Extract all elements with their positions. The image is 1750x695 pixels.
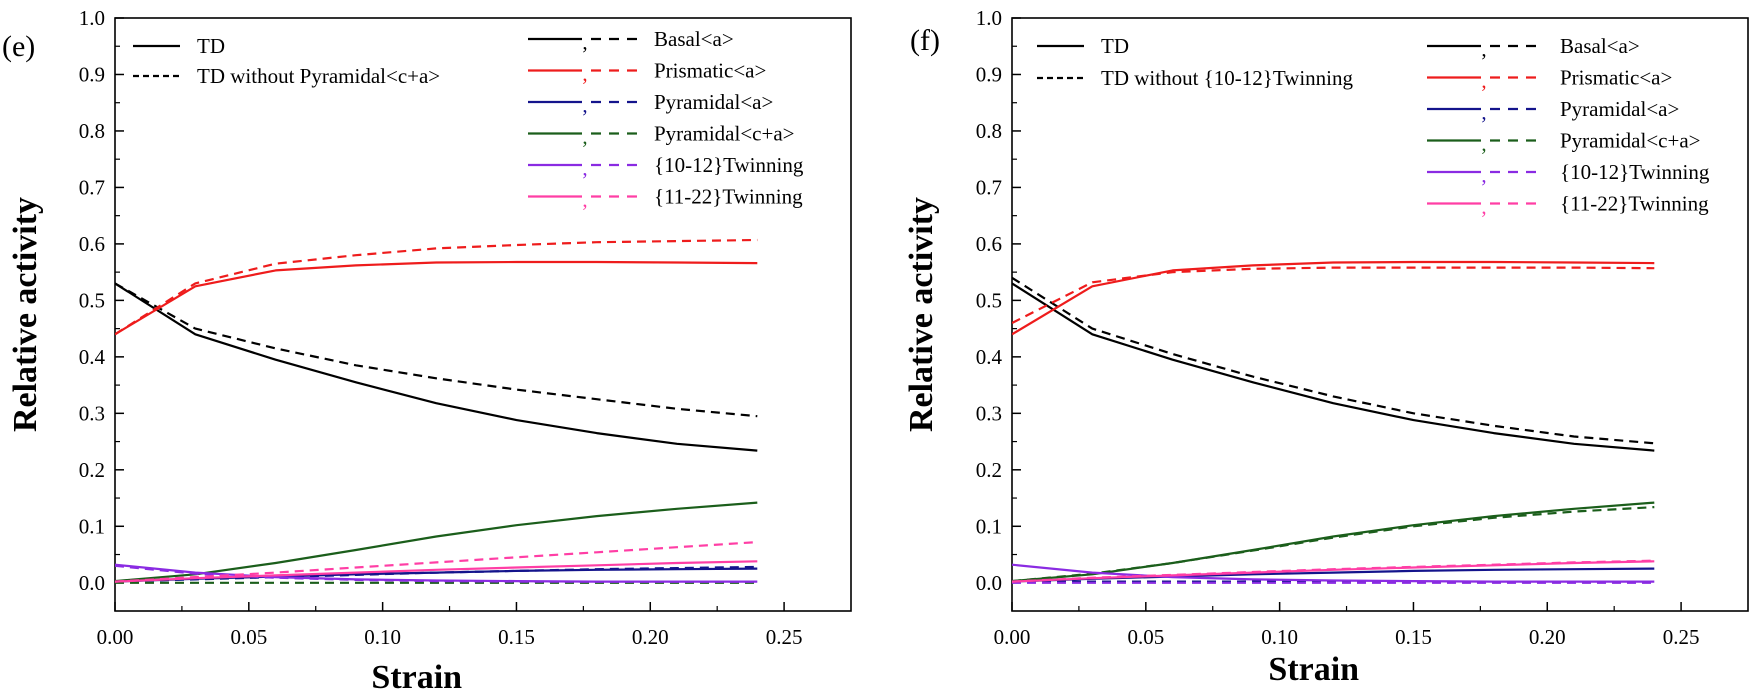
series-line — [115, 282, 758, 418]
x-tick-label: 0.20 — [632, 625, 669, 649]
style-legend-label: TD without Pyramidal<c+a> — [197, 64, 440, 88]
mode-legend-label: {11-22}Twinning — [654, 185, 803, 209]
series-line — [1012, 276, 1655, 445]
x-tick-label: 0.20 — [1529, 625, 1566, 649]
y-tick-label: 0.2 — [976, 458, 1002, 482]
style-legend-label: TD — [197, 34, 225, 58]
y-tick-label: 0.1 — [79, 514, 105, 538]
plot-frame — [1011, 17, 1749, 612]
y-tick-label: 0.7 — [976, 175, 1002, 199]
series-line — [115, 560, 758, 583]
mode-legend-separator: , — [1481, 163, 1486, 187]
series-line — [115, 501, 758, 583]
y-axis-title: Relative activity — [903, 197, 940, 432]
series-line — [1012, 266, 1655, 324]
mode-legend-separator: , — [1481, 69, 1486, 93]
y-tick-label: 1.0 — [79, 6, 105, 30]
y-tick-label: 0.0 — [79, 571, 105, 595]
mode-legend-separator: , — [582, 93, 587, 117]
x-tick-label: 0.00 — [994, 625, 1031, 649]
x-tick-label: 0.25 — [1663, 625, 1700, 649]
mode-legend-separator: , — [582, 30, 587, 54]
x-tick-label: 0.05 — [230, 625, 267, 649]
chart-panel-f: 0.0 0.1 0.2 0.3 0.4 0.5 0.6 0.7 0.8 0.9 1.0 0.00 0.0… — [903, 6, 1749, 688]
mode-legend-label: Basal<a> — [654, 27, 734, 51]
x-tick-label: 0.15 — [1395, 625, 1432, 649]
mode-legend-label: Pyramidal<a> — [654, 90, 773, 114]
y-tick-label: 0.9 — [976, 62, 1002, 86]
mode-legend-separator: , — [582, 156, 587, 180]
series-line — [115, 238, 758, 336]
mode-legend-separator: , — [1481, 37, 1486, 61]
mode-legend-label: {10-12}Twinning — [1560, 160, 1710, 184]
y-tick-label: 0.4 — [976, 345, 1003, 369]
series-line — [1012, 282, 1655, 452]
y-tick-label: 0.3 — [79, 401, 105, 425]
mode-legend-label: {11-22}Twinning — [1560, 192, 1709, 216]
y-tick-label: 0.6 — [79, 232, 105, 256]
style-legend-label: TD without {10-12}Twinning — [1101, 66, 1354, 90]
y-tick-label: 0.8 — [79, 119, 105, 143]
x-tick-label: 0.10 — [1261, 625, 1298, 649]
mode-legend-label: Pyramidal<a> — [1560, 97, 1679, 121]
series-line — [115, 565, 758, 583]
style-legend-label: TD — [1101, 34, 1129, 58]
y-tick-label: 0.7 — [79, 175, 105, 199]
mode-legend-separator: , — [582, 125, 587, 149]
y-tick-label: 0.5 — [79, 288, 105, 312]
y-tick-label: 0.9 — [79, 62, 105, 86]
mode-legend-label: Prismatic<a> — [1560, 66, 1672, 90]
chart-panel-e: 0.0 0.1 0.2 0.3 0.4 0.5 0.6 0.7 0.8 0.9 1.0 0.00 0.0… — [2, 6, 852, 695]
mode-legend-label: Pyramidal<c+a> — [1560, 129, 1701, 153]
y-tick-label: 0.3 — [976, 401, 1002, 425]
mode-legend-label: {10-12}Twinning — [654, 153, 804, 177]
panel-label: (f) — [910, 24, 940, 57]
mode-legend-label: Basal<a> — [1560, 34, 1640, 58]
mode-legend-separator: , — [1481, 132, 1486, 156]
mode-legend-separator: , — [1481, 100, 1486, 124]
y-tick-label: 0.0 — [976, 571, 1002, 595]
y-axis-title: Relative activity — [7, 197, 44, 432]
mode-legend-separator: , — [1481, 195, 1486, 219]
x-axis-title: Strain — [371, 659, 462, 695]
y-tick-label: 0.8 — [976, 119, 1002, 143]
y-tick-label: 1.0 — [976, 6, 1002, 30]
series-line — [1012, 506, 1655, 583]
series-line — [115, 541, 758, 583]
series-line — [115, 260, 758, 336]
y-tick-label: 0.6 — [976, 232, 1002, 256]
plot-frame — [114, 17, 852, 612]
y-tick-label: 0.1 — [976, 514, 1002, 538]
mode-legend-label: Pyramidal<c+a> — [654, 122, 795, 146]
x-tick-label: 0.05 — [1127, 625, 1164, 649]
mode-legend-separator: , — [582, 188, 587, 212]
y-tick-label: 0.2 — [79, 458, 105, 482]
series-line — [1012, 260, 1655, 336]
panel-label: (e) — [2, 30, 35, 63]
x-tick-label: 0.25 — [766, 625, 803, 649]
series-line — [1012, 563, 1655, 583]
y-tick-label: 0.5 — [976, 288, 1002, 312]
mode-legend-separator: , — [582, 62, 587, 86]
x-tick-label: 0.00 — [97, 625, 134, 649]
series-line — [115, 282, 758, 452]
mode-legend-label: Prismatic<a> — [654, 59, 766, 83]
x-tick-label: 0.15 — [498, 625, 535, 649]
series-line — [1012, 559, 1655, 583]
x-tick-label: 0.10 — [364, 625, 401, 649]
y-tick-label: 0.4 — [79, 345, 106, 369]
x-axis-title: Strain — [1268, 651, 1359, 688]
